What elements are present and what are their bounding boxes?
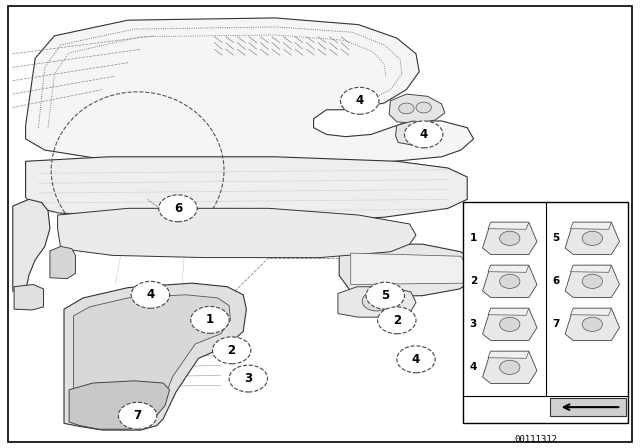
Polygon shape (565, 308, 620, 340)
Polygon shape (571, 265, 611, 272)
Polygon shape (351, 253, 467, 284)
Circle shape (366, 282, 404, 309)
Polygon shape (571, 308, 611, 315)
Text: 00111312: 00111312 (515, 435, 558, 444)
Circle shape (500, 360, 520, 375)
Circle shape (582, 317, 602, 332)
Polygon shape (483, 222, 537, 254)
Polygon shape (488, 265, 529, 272)
Circle shape (118, 402, 157, 429)
Circle shape (229, 365, 268, 392)
Polygon shape (565, 222, 620, 254)
Polygon shape (339, 244, 474, 297)
Circle shape (582, 274, 602, 289)
Circle shape (362, 291, 390, 311)
Polygon shape (483, 351, 537, 383)
Circle shape (399, 103, 414, 114)
Circle shape (378, 307, 416, 334)
Polygon shape (64, 283, 246, 430)
Circle shape (191, 306, 229, 333)
Text: 4: 4 (470, 362, 477, 372)
Text: 5: 5 (552, 233, 559, 243)
Circle shape (159, 195, 197, 222)
Text: 4: 4 (147, 288, 154, 302)
Bar (463, 202, 628, 423)
Circle shape (404, 121, 443, 148)
Polygon shape (26, 157, 467, 222)
Text: 2: 2 (228, 344, 236, 357)
Circle shape (212, 337, 251, 364)
Circle shape (131, 281, 170, 308)
Polygon shape (50, 246, 76, 279)
Circle shape (500, 274, 520, 289)
Circle shape (582, 231, 602, 246)
Circle shape (397, 346, 435, 373)
Text: 7: 7 (552, 319, 560, 329)
Text: 4: 4 (420, 128, 428, 141)
Text: 3: 3 (470, 319, 477, 329)
Circle shape (340, 87, 379, 114)
Text: 4: 4 (356, 94, 364, 108)
Text: 2: 2 (393, 314, 401, 327)
Text: 6: 6 (174, 202, 182, 215)
Polygon shape (488, 351, 529, 358)
Text: 1: 1 (206, 313, 214, 327)
Polygon shape (58, 208, 416, 258)
Text: 5: 5 (381, 289, 389, 302)
Polygon shape (396, 121, 442, 145)
Polygon shape (488, 308, 529, 315)
Polygon shape (389, 94, 445, 123)
Text: 2: 2 (470, 276, 477, 286)
Text: 7: 7 (134, 409, 141, 422)
Circle shape (500, 231, 520, 246)
Polygon shape (571, 222, 611, 229)
Polygon shape (483, 308, 537, 340)
Polygon shape (69, 381, 170, 429)
Text: 3: 3 (244, 372, 252, 385)
Circle shape (500, 317, 520, 332)
Polygon shape (14, 284, 44, 310)
Polygon shape (74, 295, 230, 422)
Polygon shape (565, 265, 620, 297)
Text: 1: 1 (470, 233, 477, 243)
Text: 4: 4 (412, 353, 420, 366)
Polygon shape (550, 398, 627, 416)
Polygon shape (483, 265, 537, 297)
Polygon shape (13, 199, 50, 291)
Polygon shape (26, 18, 474, 166)
Circle shape (416, 102, 431, 113)
Text: 6: 6 (552, 276, 559, 286)
Polygon shape (338, 287, 416, 317)
Polygon shape (488, 222, 529, 229)
